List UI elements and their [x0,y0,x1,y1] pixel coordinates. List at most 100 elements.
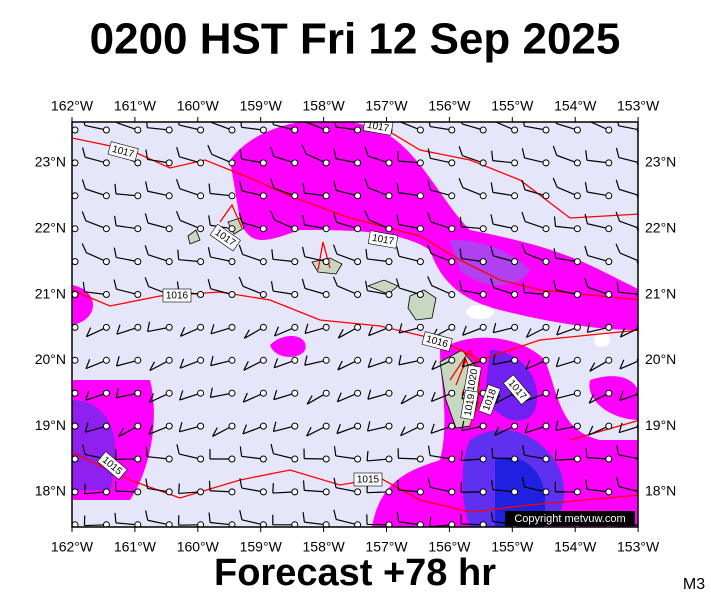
barb-station [135,423,141,429]
barb-station [72,259,78,265]
barb-station [135,160,141,166]
barb-flag [273,483,274,493]
barb-station [574,423,580,429]
barb-station [135,489,141,495]
barb-station [606,456,612,462]
barb-station [72,423,78,429]
barb-station [166,324,172,330]
barb-station [574,160,580,166]
barb-station [543,127,549,133]
barb-station [480,489,486,495]
lon-label: 161°W [114,98,157,114]
barb-station [417,127,423,133]
barb-station [386,489,392,495]
barb-station [292,259,298,265]
barb-station [198,193,204,199]
barb-station [355,324,361,330]
barb-station [260,357,266,363]
barb-station [292,193,298,199]
barb-station [292,127,298,133]
barb-station [103,423,109,429]
lat-label: 23°N [645,154,676,170]
barb-station [417,292,423,298]
barb-station [417,226,423,232]
barb-station [103,193,109,199]
lon-label: 162°W [51,539,94,555]
barb-station [543,324,549,330]
barb-station [323,127,329,133]
barb-station [292,226,298,232]
barb-station [72,127,78,133]
barb-station [260,423,266,429]
barb-station [229,456,235,462]
lon-label: 159°W [240,98,283,114]
barb-station [606,292,612,298]
barb-station [449,324,455,330]
barb-station [72,324,78,330]
barb-station [166,160,172,166]
lat-label: 20°N [35,351,66,367]
barb-station [543,193,549,199]
barb-station [229,226,235,232]
barb-station [135,324,141,330]
isobar-label-text: 1016 [166,291,189,302]
barb-station [355,259,361,265]
barb-flag [555,450,556,460]
barb-station [606,226,612,232]
barb-station [292,489,298,495]
barb-station [606,193,612,199]
barb-station [574,489,580,495]
patch [466,305,494,319]
barb-station [574,292,580,298]
barb-station [386,160,392,166]
barb-station [292,292,298,298]
barb-station [386,259,392,265]
barb-station [449,456,455,462]
lat-label: 18°N [645,483,676,499]
barb-station [355,357,361,363]
lat-label: 22°N [645,220,676,236]
lon-label: 154°W [554,539,597,555]
barb-station [355,160,361,166]
barb-station [355,292,361,298]
barb-station [229,357,235,363]
barb-station [480,324,486,330]
barb-station [135,292,141,298]
barb-station [323,292,329,298]
barb-station [166,226,172,232]
barb-station [229,423,235,429]
barb-station [260,292,266,298]
barb-station [543,160,549,166]
forecast-label: Forecast +78 hr [214,552,496,594]
barb-station [480,292,486,298]
barb-station [449,390,455,396]
barb-station [386,423,392,429]
barb-station [72,390,78,396]
barb-station [543,357,549,363]
lat-label: 20°N [645,351,676,367]
barb-station [260,390,266,396]
lon-label: 153°W [617,98,660,114]
barb-flag [586,447,587,457]
barb-station [417,259,423,265]
barb-station [386,292,392,298]
barb-station [323,193,329,199]
barb-station [72,226,78,232]
lat-label: 19°N [35,417,66,433]
barb-flag [179,483,180,493]
barb-flag [492,448,493,458]
barb-station [260,226,266,232]
barb-station [386,357,392,363]
lon-label: 161°W [114,539,157,555]
barb-station [480,193,486,199]
barb-station [512,226,518,232]
barb-station [260,324,266,330]
barb-station [198,456,204,462]
barb-station [260,456,266,462]
barb-station [386,226,392,232]
barb-station [543,489,549,495]
barb-station [103,226,109,232]
barb-station [386,324,392,330]
barb-station [480,226,486,232]
